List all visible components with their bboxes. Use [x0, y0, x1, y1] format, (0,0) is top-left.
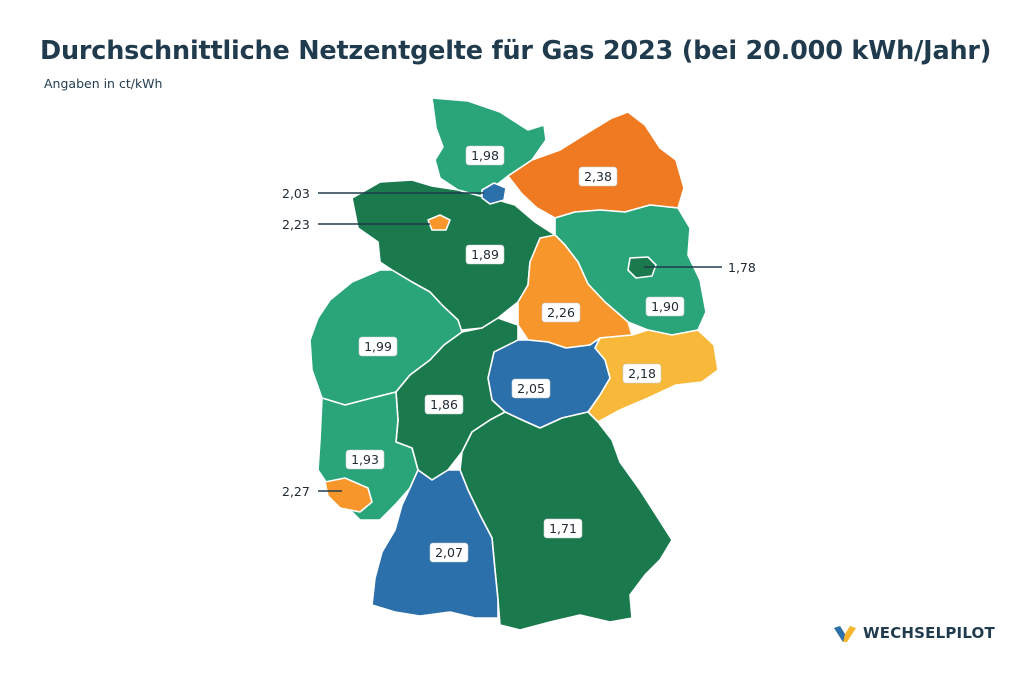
- page-title: Durchschnittliche Netzentgelte für Gas 2…: [40, 36, 992, 66]
- schleswig-holstein-value: 1,98: [471, 148, 499, 163]
- sachsen-value: 2,18: [628, 366, 656, 381]
- niedersachsen-value-box: 1,89: [465, 244, 505, 265]
- baden-wuerttemberg-value-box: 2,07: [429, 542, 469, 563]
- sachsen-anhalt-value-box: 2,26: [541, 302, 581, 323]
- mecklenburg-vorpommern-value-box: 2,38: [578, 166, 618, 187]
- bayern-value: 1,71: [549, 521, 577, 536]
- page-subtitle: Angaben in ct/kWh: [44, 76, 163, 91]
- bayern-value-box: 1,71: [543, 518, 583, 539]
- state-bremen[interactable]: [427, 214, 451, 231]
- nordrhein-westfalen-value: 1,99: [364, 339, 392, 354]
- niedersachsen-value: 1,89: [471, 247, 499, 262]
- rheinland-pfalz-value-box: 1,93: [345, 449, 385, 470]
- thueringen-value: 2,05: [517, 381, 545, 396]
- brandenburg-value-box: 1,90: [645, 296, 685, 317]
- mecklenburg-vorpommern-value: 2,38: [584, 169, 612, 184]
- thueringen-value-box: 2,05: [511, 378, 551, 399]
- wechselpilot-logo-icon: [834, 626, 856, 642]
- hessen-value-box: 1,86: [424, 394, 464, 415]
- sachsen-value-box: 2,18: [622, 363, 662, 384]
- baden-wuerttemberg-value: 2,07: [435, 545, 463, 560]
- nordrhein-westfalen-value-box: 1,99: [358, 336, 398, 357]
- state-hamburg[interactable]: [481, 182, 507, 205]
- state-berlin[interactable]: [627, 256, 657, 279]
- state-saarland[interactable]: [324, 477, 373, 513]
- schleswig-holstein-value-box: 1,98: [465, 145, 505, 166]
- bremen-value-label: 2,23: [282, 217, 310, 232]
- brandenburg-value: 1,90: [651, 299, 679, 314]
- brand-name: WECHSELPILOT: [863, 624, 995, 642]
- wechselpilot-logo[interactable]: WECHSELPILOT: [833, 622, 995, 644]
- berlin-value-label: 1,78: [728, 260, 756, 275]
- saarland-value-label: 2,27: [282, 484, 310, 499]
- sachsen-anhalt-value: 2,26: [547, 305, 575, 320]
- hamburg-value-label: 2,03: [282, 186, 310, 201]
- rheinland-pfalz-value: 1,93: [351, 452, 379, 467]
- hessen-value: 1,86: [430, 397, 458, 412]
